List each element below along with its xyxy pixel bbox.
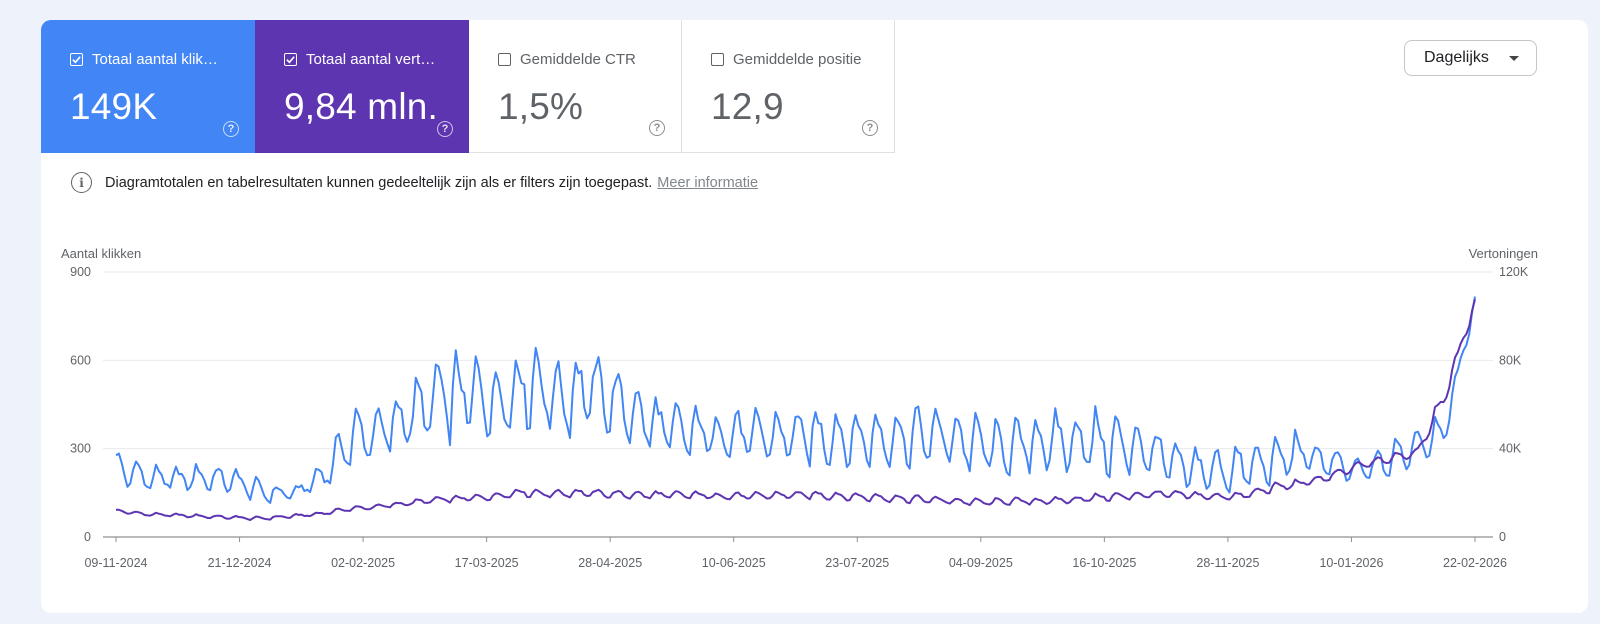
x-tick-label: 09-11-2024 bbox=[84, 556, 147, 570]
y-right-tick-label: 40K bbox=[1499, 442, 1522, 456]
filter-notice: i Diagramtotalen en tabelresultaten kunn… bbox=[71, 172, 758, 193]
metric-value: 149K bbox=[70, 86, 158, 127]
metric-value: 9,84 mln. bbox=[284, 86, 438, 127]
metric-tile-ctr[interactable]: Gemiddelde CTR 1,5% ? bbox=[469, 20, 682, 153]
info-icon: i bbox=[71, 172, 92, 193]
period-dropdown[interactable]: Dagelijks bbox=[1404, 40, 1537, 76]
series-line bbox=[115, 296, 1476, 504]
x-tick-label: 10-01-2026 bbox=[1319, 556, 1383, 570]
y-left-axis-title: Aantal klikken bbox=[61, 246, 141, 261]
metric-tile-position[interactable]: Gemiddelde positie 12,9 ? bbox=[682, 20, 895, 153]
y-left-tick-label: 0 bbox=[84, 530, 91, 544]
more-info-link[interactable]: Meer informatie bbox=[657, 174, 759, 191]
y-right-axis-title: Vertoningen bbox=[1469, 246, 1538, 261]
x-tick-label: 17-03-2025 bbox=[455, 556, 519, 570]
notice-text: Diagramtotalen en tabelresultaten kunnen… bbox=[105, 174, 653, 191]
metric-tile-impressions[interactable]: Totaal aantal vert… 9,84 mln. ? bbox=[255, 20, 469, 153]
help-icon[interactable]: ? bbox=[649, 120, 665, 136]
metric-value: 1,5% bbox=[498, 86, 584, 127]
series-line bbox=[115, 299, 1476, 521]
help-icon[interactable]: ? bbox=[223, 121, 239, 137]
y-left-tick-label: 600 bbox=[70, 353, 91, 367]
checkbox-checked-icon[interactable] bbox=[70, 52, 83, 66]
help-icon[interactable]: ? bbox=[862, 120, 878, 136]
x-tick-label: 02-02-2025 bbox=[331, 556, 395, 570]
y-left-tick-label: 900 bbox=[70, 265, 91, 279]
y-right-tick-label: 0 bbox=[1499, 530, 1506, 544]
x-tick-label: 16-10-2025 bbox=[1072, 556, 1136, 570]
x-tick-label: 28-04-2025 bbox=[578, 556, 642, 570]
checkbox-checked-icon[interactable] bbox=[284, 52, 297, 66]
performance-card: Totaal aantal klik… 149K ? Totaal aantal… bbox=[41, 20, 1588, 613]
help-icon[interactable]: ? bbox=[437, 121, 453, 137]
caret-down-icon bbox=[1509, 56, 1519, 61]
y-left-tick-label: 300 bbox=[70, 442, 91, 456]
checkbox-unchecked-icon[interactable] bbox=[711, 52, 724, 66]
x-tick-label: 10-06-2025 bbox=[702, 556, 766, 570]
x-tick-label: 22-02-2026 bbox=[1443, 556, 1507, 570]
performance-chart[interactable]: 0 0 300 40K 600 80K 900 120K Aantal klikken Verto… bbox=[41, 20, 1588, 613]
y-right-tick-label: 80K bbox=[1499, 353, 1522, 367]
x-tick-label: 23-07-2025 bbox=[825, 556, 889, 570]
period-dropdown-value: Dagelijks bbox=[1424, 49, 1489, 66]
x-tick-label: 28-11-2025 bbox=[1196, 556, 1259, 570]
x-tick-label: 04-09-2025 bbox=[949, 556, 1013, 570]
metric-value: 12,9 bbox=[711, 86, 784, 127]
x-tick-label: 21-12-2024 bbox=[208, 556, 272, 570]
metric-tile-clicks[interactable]: Totaal aantal klik… 149K ? bbox=[41, 20, 255, 153]
y-right-tick-label: 120K bbox=[1499, 265, 1529, 279]
checkbox-unchecked-icon[interactable] bbox=[498, 52, 511, 66]
